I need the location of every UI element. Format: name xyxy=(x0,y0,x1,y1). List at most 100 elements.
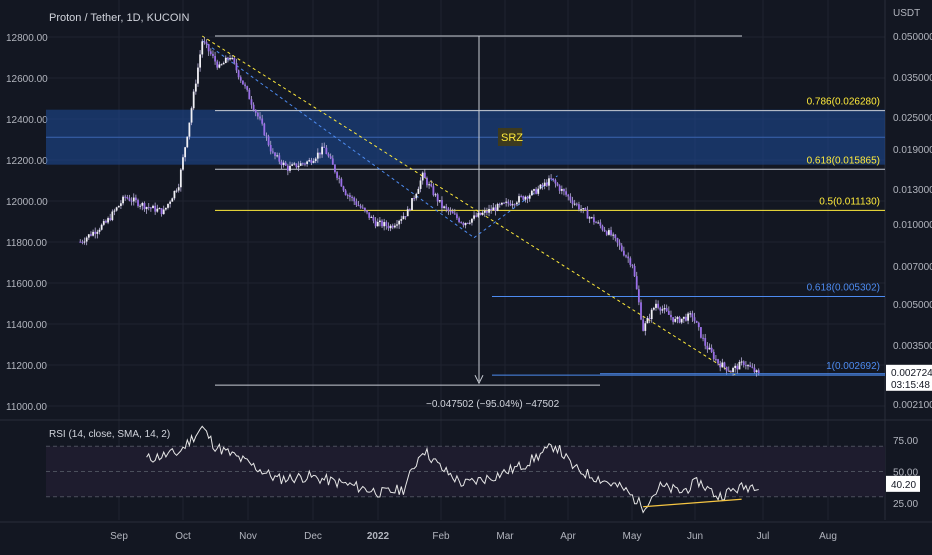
x-tick-label: 2022 xyxy=(367,531,390,542)
candle-body xyxy=(415,193,418,199)
x-tick-label: Aug xyxy=(819,531,837,542)
candle-body xyxy=(94,231,97,234)
candle-body xyxy=(248,89,251,100)
candle-body xyxy=(400,219,403,221)
x-tick-label: Nov xyxy=(239,531,257,542)
candle-body xyxy=(541,184,544,186)
candle-body xyxy=(353,197,356,202)
rsi-line xyxy=(146,425,759,514)
candle-body xyxy=(479,212,482,215)
candle-body xyxy=(644,323,647,331)
candle-body xyxy=(533,189,535,191)
left-axis-label: 12000.00 xyxy=(6,197,48,208)
candle-body xyxy=(378,220,381,222)
candle-body xyxy=(432,186,435,196)
candle-body xyxy=(79,241,82,243)
candle-body xyxy=(336,172,338,178)
rsi-axis-label: 50.00 xyxy=(893,468,918,479)
candle-body xyxy=(252,104,255,111)
candle-body xyxy=(423,172,426,179)
candle-body xyxy=(81,241,84,243)
candle-body xyxy=(173,190,176,199)
candle-body xyxy=(597,222,600,224)
candle-body xyxy=(242,80,244,85)
candle-body xyxy=(120,203,122,206)
left-axis-label: 11800.00 xyxy=(6,238,47,249)
x-tick-label: Jun xyxy=(687,531,703,542)
candle-body xyxy=(254,110,257,113)
candle-body xyxy=(109,218,112,221)
candle-body xyxy=(368,212,371,218)
candle-body xyxy=(483,210,486,213)
candle-body xyxy=(687,313,689,321)
candle-body xyxy=(445,206,448,209)
srz-label: SRZ xyxy=(501,132,523,144)
candle-body xyxy=(584,208,587,210)
candle-body xyxy=(655,303,657,308)
candle-body xyxy=(751,366,754,368)
candle-body xyxy=(376,221,379,227)
candle-body xyxy=(297,165,300,168)
candle-body xyxy=(316,152,319,159)
candle-body xyxy=(503,202,505,204)
candle-body xyxy=(680,318,683,323)
candle-body xyxy=(398,220,401,225)
candle-body xyxy=(676,316,679,319)
candle-body xyxy=(284,162,287,166)
candle-body xyxy=(184,147,187,158)
candle-body xyxy=(207,44,210,52)
x-tick-label: Apr xyxy=(560,531,576,542)
candle-body xyxy=(237,70,240,78)
candle-body xyxy=(393,225,396,228)
candle-body xyxy=(723,362,726,367)
candle-body xyxy=(633,265,636,277)
candle-body xyxy=(518,196,520,203)
candle-body xyxy=(468,222,471,224)
candle-body xyxy=(740,361,743,363)
candles xyxy=(79,37,760,377)
candle-body xyxy=(344,190,347,196)
candle-body xyxy=(246,86,249,90)
candle-body xyxy=(471,218,473,223)
candle-body xyxy=(351,197,353,199)
candle-body xyxy=(635,276,638,290)
fib-level-label: 0.618(0.015865) xyxy=(807,155,880,166)
candle-body xyxy=(278,155,281,162)
candle-body xyxy=(625,255,627,257)
candle-body xyxy=(289,165,291,171)
candle-body xyxy=(689,313,692,315)
candle-body xyxy=(203,41,206,43)
candle-body xyxy=(618,242,621,246)
candle-body xyxy=(396,224,398,226)
candle-body xyxy=(494,207,497,211)
candle-body xyxy=(670,314,672,318)
candle-body xyxy=(631,264,634,266)
candle-body xyxy=(717,359,719,364)
left-axis-label: 12400.00 xyxy=(6,115,48,126)
candle-body xyxy=(511,204,514,206)
candle-body xyxy=(218,64,221,68)
candle-body xyxy=(216,61,219,68)
candle-body xyxy=(528,195,531,199)
candle-body xyxy=(627,256,630,259)
candle-body xyxy=(575,203,578,205)
candle-body xyxy=(588,217,591,219)
candle-body xyxy=(158,208,161,210)
candle-body xyxy=(310,160,313,163)
candle-body xyxy=(276,155,279,157)
candle-body xyxy=(603,229,606,232)
candle-body xyxy=(697,322,700,328)
candle-body xyxy=(361,207,364,209)
candle-body xyxy=(629,258,632,265)
candle-body xyxy=(460,222,463,224)
candle-body xyxy=(130,200,133,202)
candle-body xyxy=(652,307,655,310)
last-price-tag xyxy=(886,364,932,391)
candle-body xyxy=(612,234,615,236)
candle-body xyxy=(657,303,660,308)
left-axis-label: 11000.00 xyxy=(6,402,47,413)
candle-body xyxy=(515,202,518,205)
candle-body xyxy=(616,238,619,243)
